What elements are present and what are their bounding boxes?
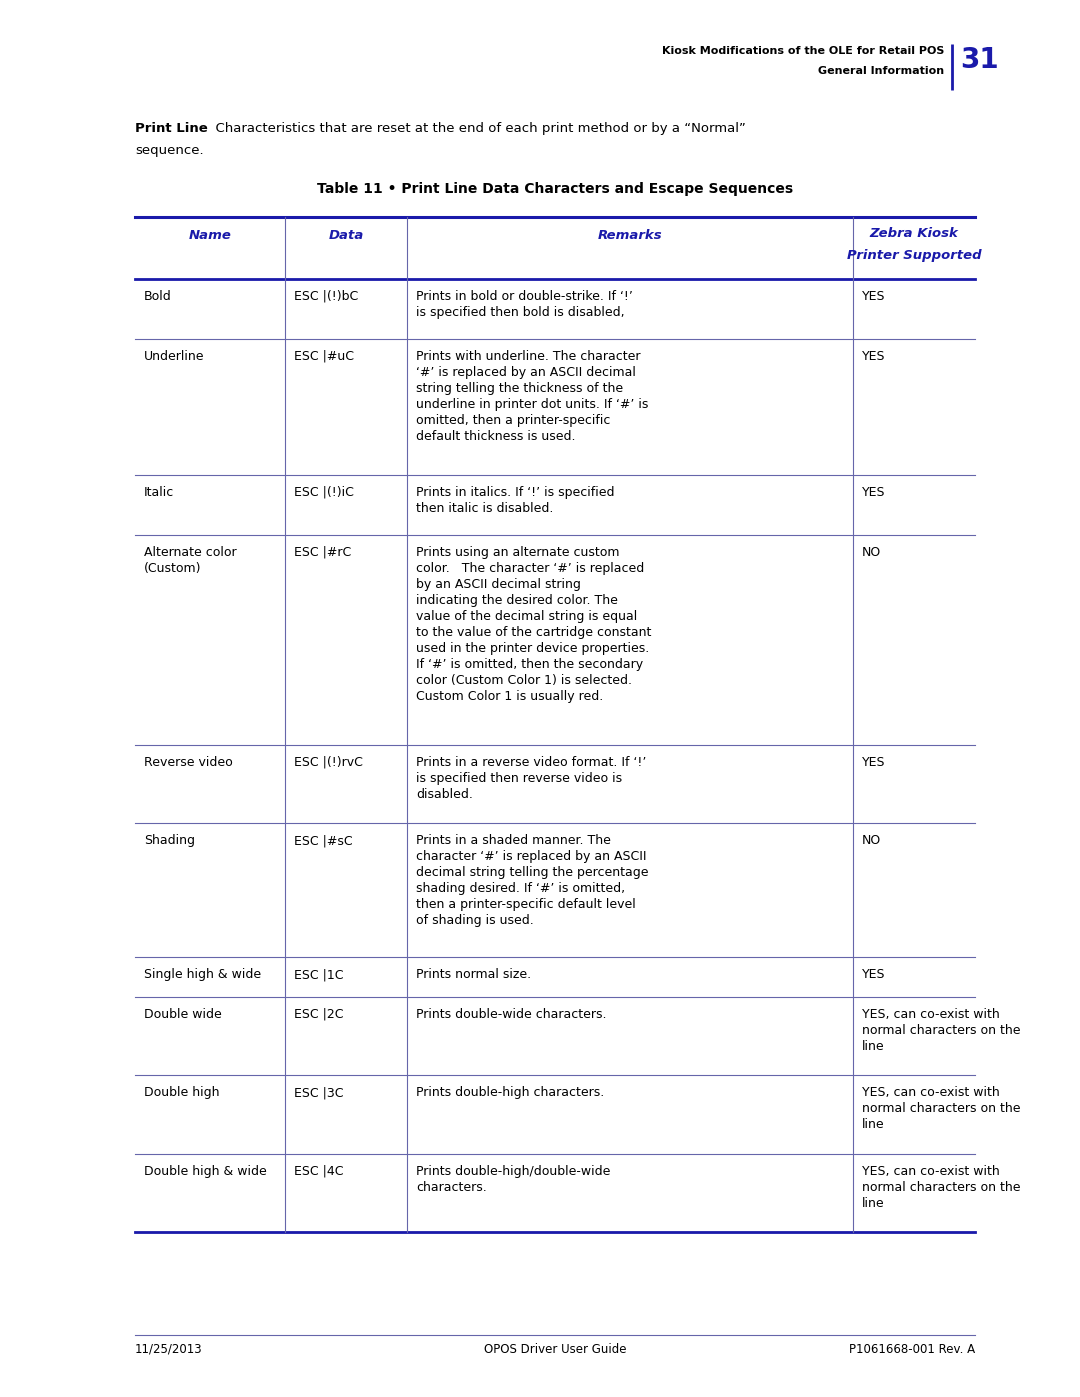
Text: 31: 31 [960, 46, 999, 74]
Text: Prints in bold or double-strike. If ‘!’
is specified then bold is disabled,: Prints in bold or double-strike. If ‘!’ … [416, 291, 633, 319]
Text: ESC |(!)bC: ESC |(!)bC [294, 291, 359, 303]
Text: Print Line: Print Line [135, 122, 207, 136]
Text: NO: NO [862, 546, 881, 559]
Text: Prints normal size.: Prints normal size. [416, 968, 531, 982]
Text: NO: NO [862, 834, 881, 848]
Text: Prints with underline. The character
‘#’ is replaced by an ASCII decimal
string : Prints with underline. The character ‘#’… [416, 351, 648, 443]
Text: Printer Supported: Printer Supported [847, 249, 982, 263]
Text: ESC |#uC: ESC |#uC [294, 351, 354, 363]
Text: YES: YES [862, 351, 886, 363]
Text: ESC |#rC: ESC |#rC [294, 546, 351, 559]
Text: OPOS Driver User Guide: OPOS Driver User Guide [484, 1343, 626, 1356]
Text: Prints double-high/double-wide
characters.: Prints double-high/double-wide character… [416, 1165, 610, 1194]
Text: ESC |(!)rvC: ESC |(!)rvC [294, 756, 363, 768]
Text: ESC |1C: ESC |1C [294, 968, 343, 982]
Text: Double wide: Double wide [144, 1009, 221, 1021]
Text: Prints in a shaded manner. The
character ‘#’ is replaced by an ASCII
decimal str: Prints in a shaded manner. The character… [416, 834, 648, 928]
Text: YES, can co-exist with
normal characters on the
line: YES, can co-exist with normal characters… [862, 1165, 1021, 1210]
Text: YES, can co-exist with
normal characters on the
line: YES, can co-exist with normal characters… [862, 1087, 1021, 1132]
Text: sequence.: sequence. [135, 144, 204, 156]
Text: YES: YES [862, 968, 886, 982]
Text: Remarks: Remarks [597, 229, 662, 242]
Text: Table 11 • Print Line Data Characters and Escape Sequences: Table 11 • Print Line Data Characters an… [316, 182, 793, 196]
Text: Shading: Shading [144, 834, 195, 848]
Text: YES: YES [862, 486, 886, 499]
Text: Single high & wide: Single high & wide [144, 968, 261, 982]
Text: YES, can co-exist with
normal characters on the
line: YES, can co-exist with normal characters… [862, 1009, 1021, 1053]
Text: Double high & wide: Double high & wide [144, 1165, 267, 1178]
Text: YES: YES [862, 291, 886, 303]
Text: ESC |2C: ESC |2C [294, 1009, 343, 1021]
Text: General Information: General Information [818, 66, 944, 75]
Text: Name: Name [189, 229, 231, 242]
Text: Prints double-wide characters.: Prints double-wide characters. [416, 1009, 607, 1021]
Text: Characteristics that are reset at the end of each print method or by a “Normal”: Characteristics that are reset at the en… [207, 122, 746, 136]
Text: Double high: Double high [144, 1087, 219, 1099]
Text: Italic: Italic [144, 486, 174, 499]
Text: 11/25/2013: 11/25/2013 [135, 1343, 203, 1356]
Text: Prints in italics. If ‘!’ is specified
then italic is disabled.: Prints in italics. If ‘!’ is specified t… [416, 486, 615, 515]
Text: Underline: Underline [144, 351, 204, 363]
Text: Bold: Bold [144, 291, 172, 303]
Text: ESC |(!)iC: ESC |(!)iC [294, 486, 354, 499]
Text: ESC |4C: ESC |4C [294, 1165, 343, 1178]
Text: Prints in a reverse video format. If ‘!’
is specified then reverse video is
disa: Prints in a reverse video format. If ‘!’… [416, 756, 646, 800]
Text: Zebra Kiosk: Zebra Kiosk [869, 226, 958, 240]
Text: P1061668-001 Rev. A: P1061668-001 Rev. A [849, 1343, 975, 1356]
Text: Prints using an alternate custom
color.   The character ‘#’ is replaced
by an AS: Prints using an alternate custom color. … [416, 546, 651, 703]
Text: ESC |3C: ESC |3C [294, 1087, 343, 1099]
Text: Prints double-high characters.: Prints double-high characters. [416, 1087, 604, 1099]
Text: Reverse video: Reverse video [144, 756, 233, 768]
Text: ESC |#sC: ESC |#sC [294, 834, 353, 848]
Text: Kiosk Modifications of the OLE for Retail POS: Kiosk Modifications of the OLE for Retai… [662, 46, 944, 56]
Text: YES: YES [862, 756, 886, 768]
Text: Alternate color
(Custom): Alternate color (Custom) [144, 546, 237, 576]
Text: Data: Data [328, 229, 364, 242]
